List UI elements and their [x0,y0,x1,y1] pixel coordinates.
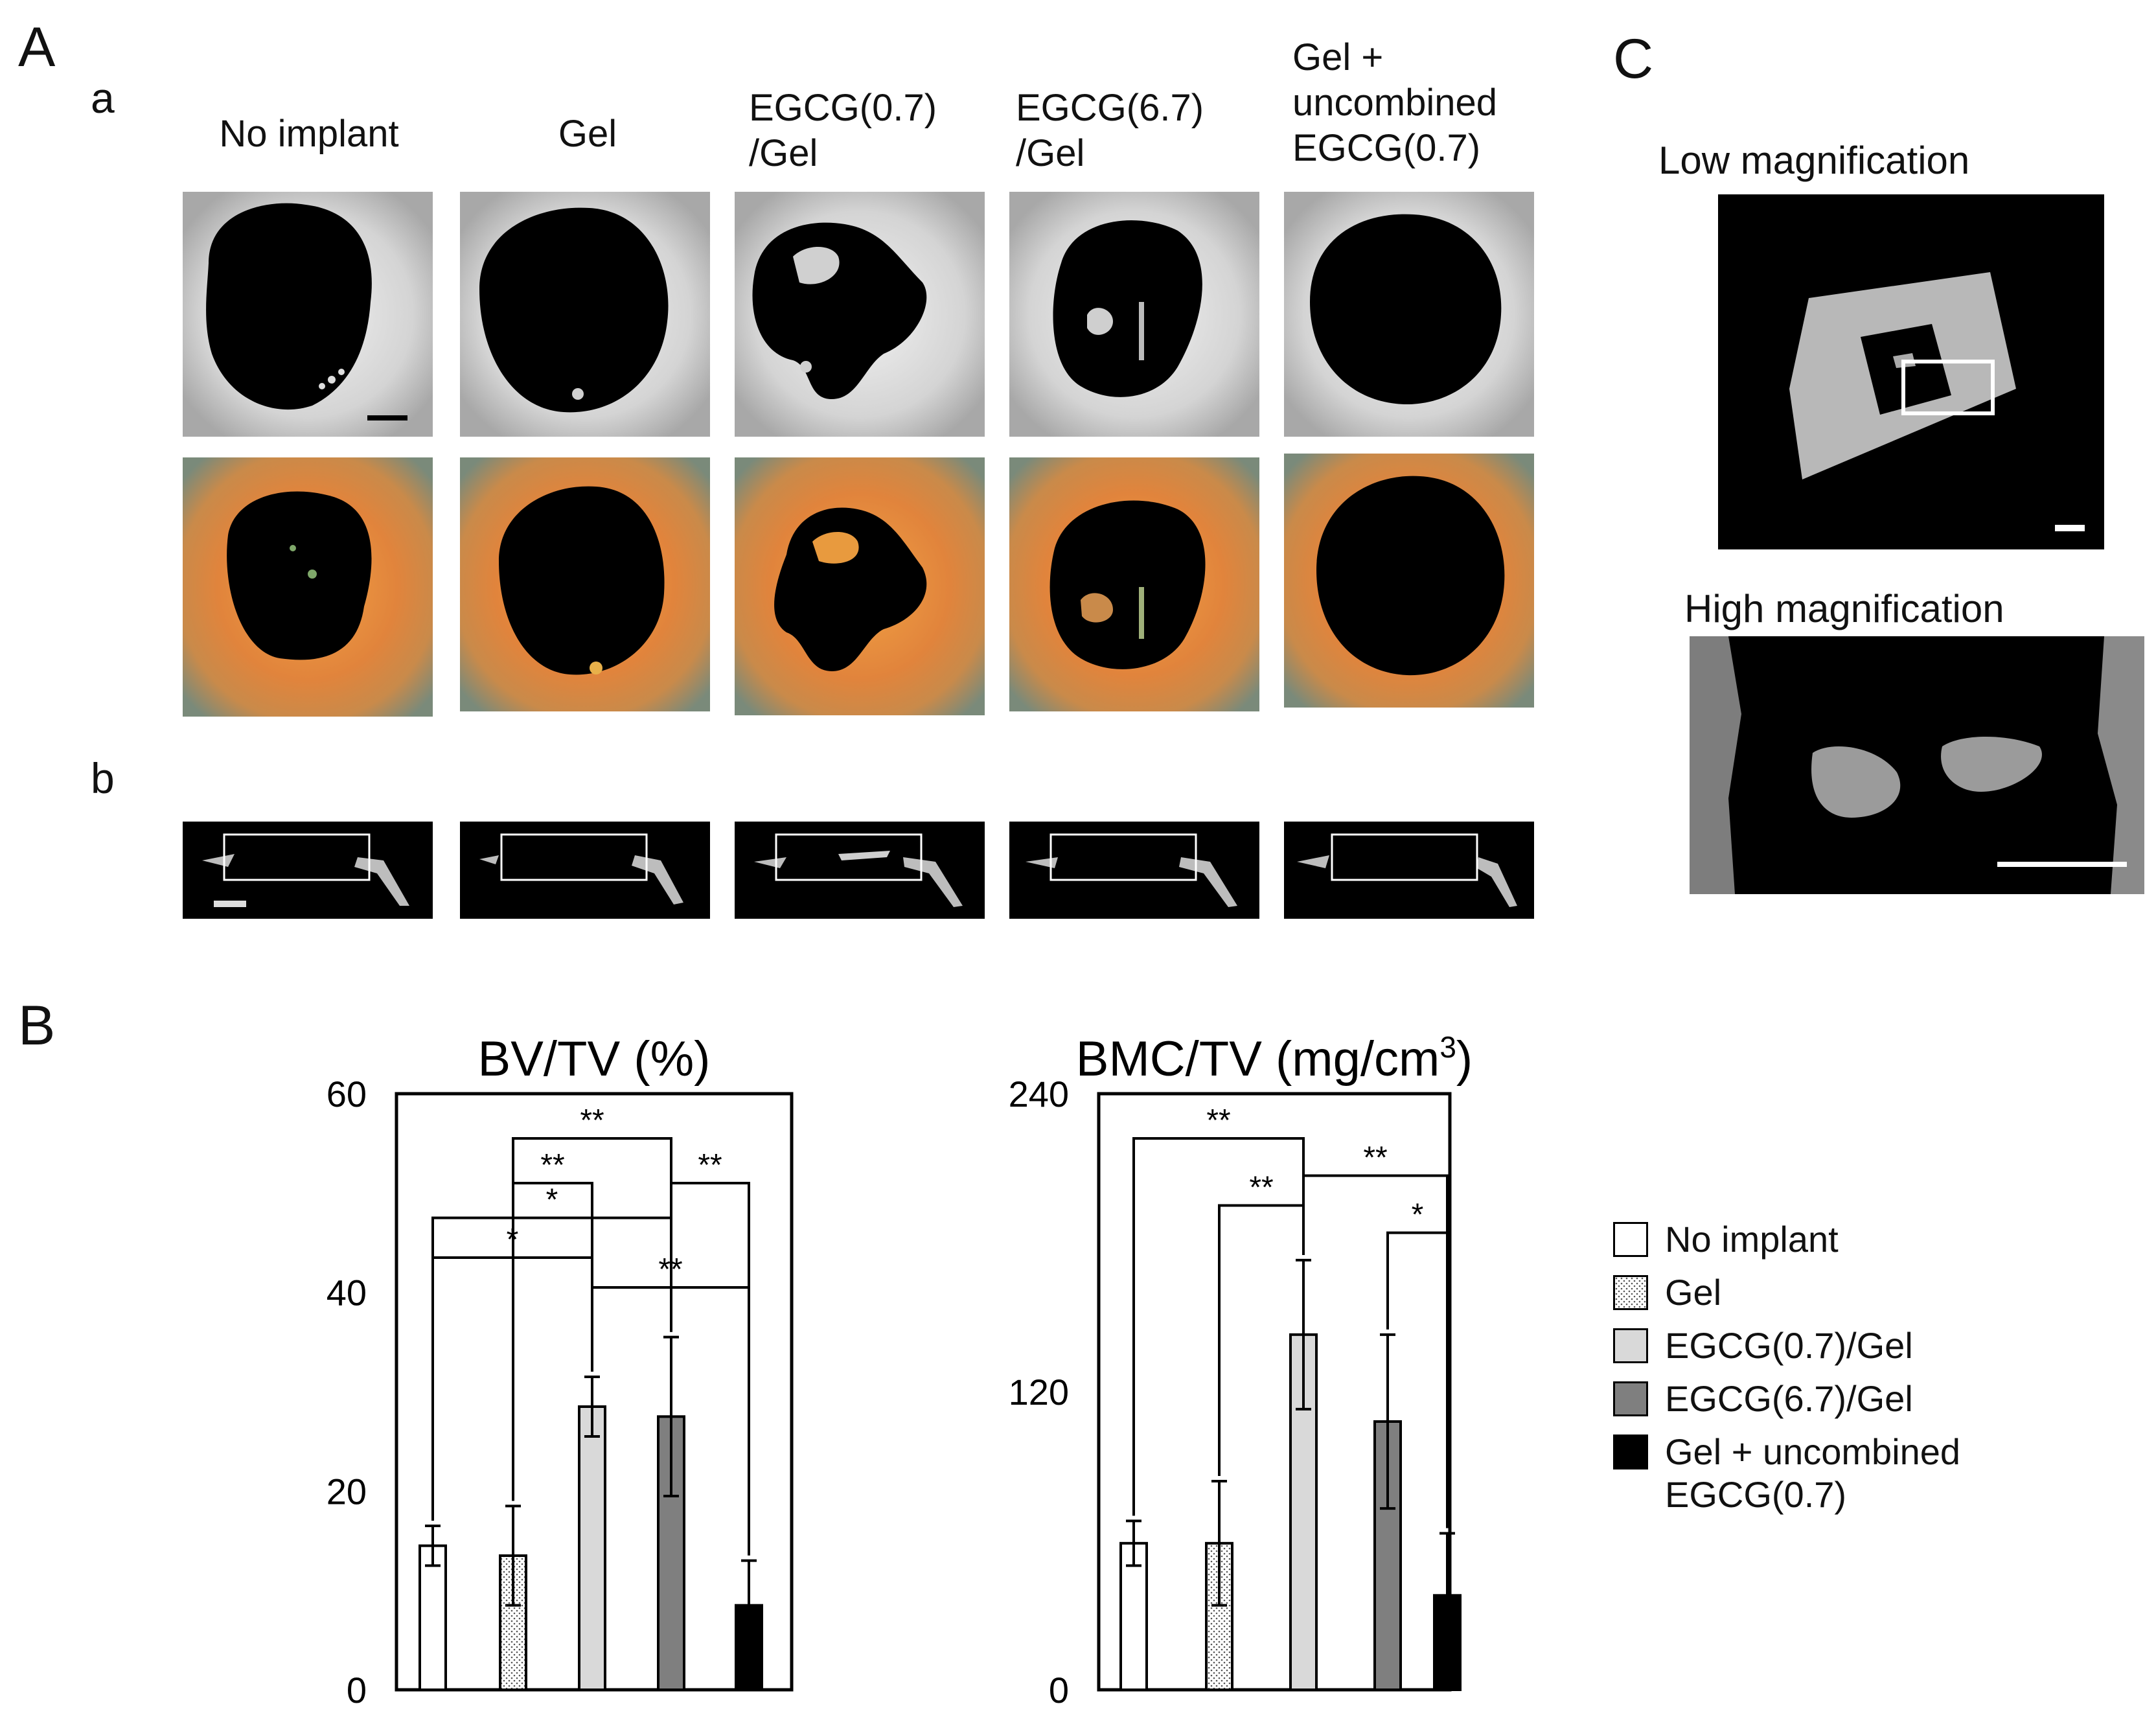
column-label-gel-uncombined: Gel + uncombined EGCG(0.7) [1292,36,1497,169]
legend-label-no-implant: No implant [1665,1219,1839,1260]
significance-marker: ** [698,1148,722,1182]
column-label-gel: Gel [558,113,617,155]
bar-0 [419,1544,447,1692]
y-tick-label: 0 [1049,1670,1069,1711]
low-magnification-label: Low magnification [1658,139,1970,182]
y-tick-label: 240 [1009,1074,1069,1114]
y-tick-label: 120 [1009,1372,1069,1412]
heatmap-egcg-6-7 [1009,457,1259,711]
significance-marker: ** [1249,1171,1273,1205]
chart-title: BV/TV (%) [478,1031,711,1087]
significance-marker: ** [540,1148,564,1182]
microct-gray-egcg-0-7 [735,192,985,437]
cross-section-gel [460,822,710,919]
chart-title-superscript: 3 [1439,1030,1456,1064]
legend-swatch-egcg-0-7 [1613,1328,1648,1363]
y-tick-label: 60 [327,1074,367,1114]
chart-frame [1097,1092,1452,1692]
legend-swatch-no-implant [1613,1222,1648,1257]
cross-section-no-implant [183,822,433,919]
bar-2 [578,1405,606,1691]
microct-gray-no-implant [183,192,433,437]
y-tick-label: 20 [327,1471,367,1512]
column-label-egcg-6-7-gel: EGCG(6.7) /Gel [1016,87,1204,174]
significance-marker: * [1412,1198,1424,1232]
chart-title: BMC/TV (mg/cm3) [1076,1030,1473,1087]
legend-swatch-egcg-6-7 [1613,1381,1648,1416]
significance-bracket [431,1216,672,1521]
heatmap-gel [460,457,710,711]
chart-title-end: ) [1456,1031,1473,1087]
heatmap-egcg-0-7 [735,457,985,715]
cross-section-egcg-6-7 [1009,822,1259,919]
microct-gray-gel [460,192,710,437]
low-magnification-image [1718,194,2104,549]
significance-marker: ** [1363,1141,1387,1175]
column-label-no-implant: No implant [219,113,399,155]
subpanel-letter-b: b [91,754,115,802]
significance-marker: ** [1206,1103,1230,1138]
legend-label-gel: Gel [1665,1272,1722,1313]
high-magnification-label: High magnification [1684,587,2004,630]
high-magnification-image [1690,636,2144,894]
y-tick-label: 0 [347,1670,367,1711]
panel-letter-A: A [18,16,56,78]
y-tick-label: 40 [327,1273,367,1313]
panel-letter-B: B [18,995,56,1057]
legend-swatch-gel [1613,1275,1648,1310]
column-label-egcg-0-7-gel: EGCG(0.7) /Gel [749,87,937,174]
significance-marker: * [546,1183,558,1217]
heatmap-gel-uncombined [1284,454,1534,708]
legend-swatch-gel-uncombined [1613,1435,1648,1469]
cross-section-egcg-0-7 [735,822,985,919]
microct-gray-gel-uncombined [1284,192,1534,437]
microct-gray-egcg-6-7 [1009,192,1259,437]
significance-marker: ** [658,1252,682,1287]
panel-letter-C: C [1613,28,1654,90]
significance-bracket [512,1182,593,1501]
legend: No implant Gel EGCG(0.7)/Gel EGCG(6.7)/G… [1613,1219,2144,1527]
legend-label-egcg-6-7: EGCG(6.7)/Gel [1665,1378,1913,1419]
subpanel-letter-a: a [91,74,115,122]
significance-bracket [591,1286,750,1556]
cross-section-gel-uncombined [1284,822,1534,919]
significance-marker: ** [580,1103,604,1138]
legend-label-egcg-0-7: EGCG(0.7)/Gel [1665,1325,1913,1366]
heatmap-no-implant [183,457,433,717]
legend-label-gel-uncombined: Gel + uncombined EGCG(0.7) [1665,1431,1961,1515]
significance-bracket [1386,1231,1449,1528]
